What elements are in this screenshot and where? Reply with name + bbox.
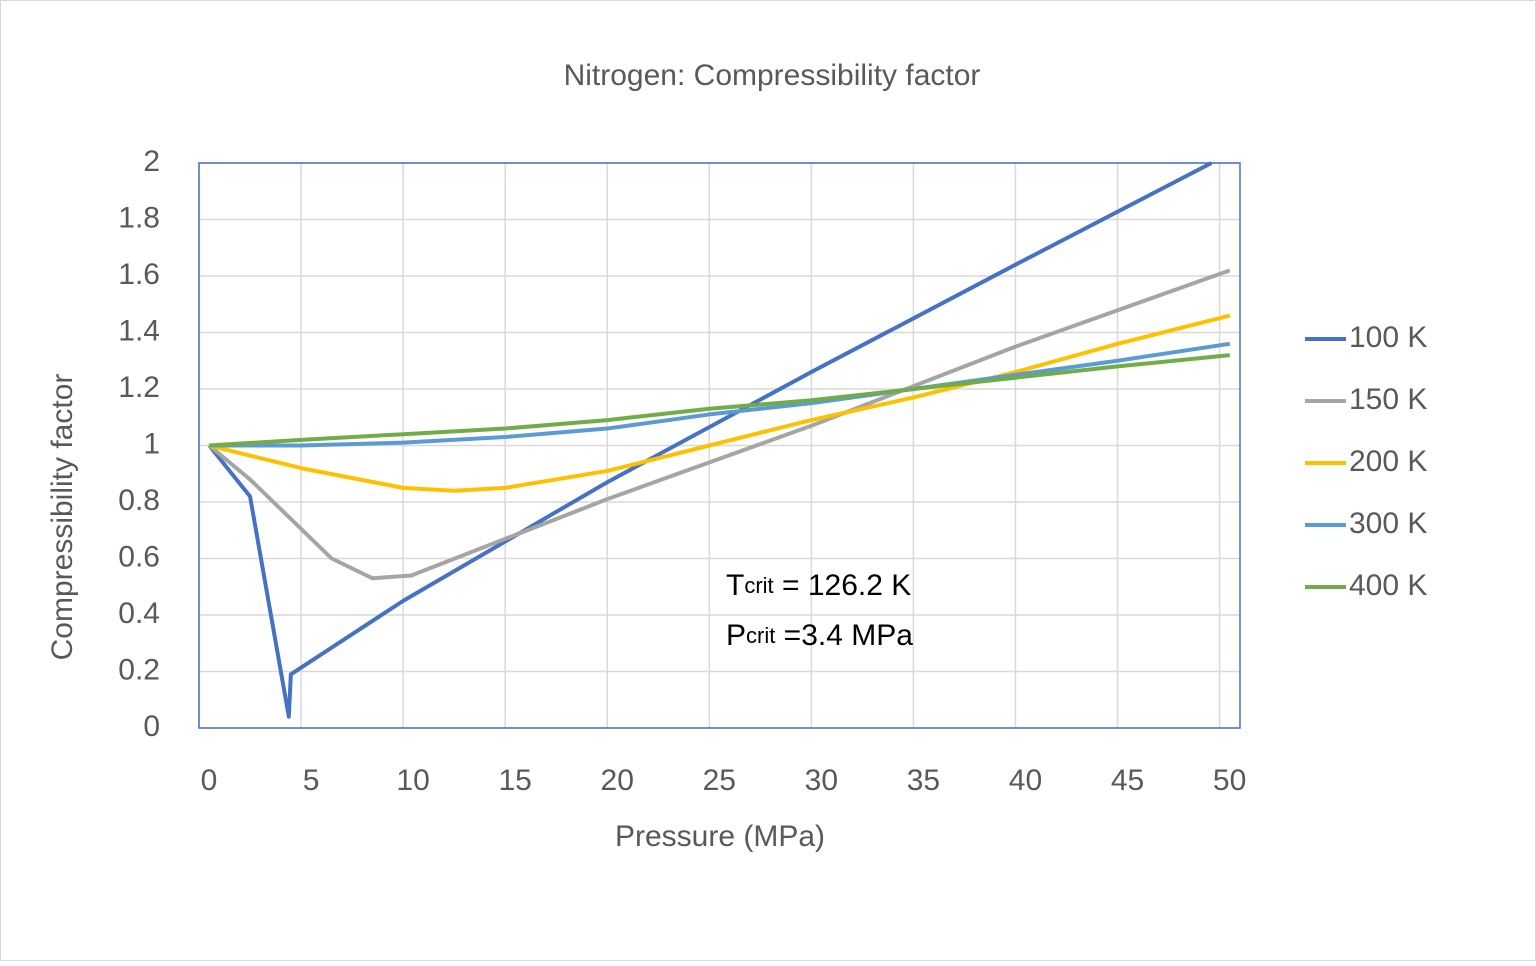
x-tick-label: 50 [1213,764,1246,797]
series-line [208,313,1231,493]
legend-label: 400 K [1349,569,1427,602]
series-line [209,353,1230,448]
annotations: Tcrit = 126.2 K Pcrit =3.4 MPa [726,569,913,652]
annotation-part: T [726,569,744,602]
x-tick-label: 20 [601,764,634,797]
y-tick-label: 2 [143,145,160,178]
x-axis-label: Pressure (MPa) [615,820,825,853]
chart-title: Nitrogen: Compressibility factor [564,59,981,92]
legend-label: 200 K [1349,445,1427,478]
annotation-part: =3.4 MPa [775,619,913,652]
x-tick-label: 35 [907,764,940,797]
x-tick-label: 45 [1111,764,1144,797]
y-axis-label: Compressibility factor [46,374,79,661]
legend-label: 100 K [1349,321,1427,354]
annotation-part: crit [746,623,775,648]
y-tick-label: 1 [143,427,160,460]
annotation-part: P [726,619,746,652]
y-tick-label: 1.8 [118,201,160,234]
y-tick-label: 1.4 [118,314,160,347]
annotation: Pcrit =3.4 MPa [726,619,913,652]
legend-label: 150 K [1349,383,1427,416]
legend-label: 300 K [1349,507,1427,540]
x-tick-label: 15 [498,764,531,797]
plot [207,161,1231,719]
x-tick-label: 30 [805,764,838,797]
y-tick-label: 0.8 [118,484,160,517]
y-tick-label: 0.6 [118,540,160,573]
series-line [209,341,1231,448]
y-tick-label: 0.4 [118,597,160,630]
grid: 00.20.40.60.811.21.41.61.820 5 10 15 20 25 30 3… [118,145,1246,797]
y-tick-label: 0.2 [118,653,160,686]
x-tick-label: 10 [396,764,429,797]
series-line [207,268,1231,581]
x-tick-label: 0 [201,764,218,797]
y-tick-label: 1.2 [118,371,160,404]
annotation-part: = 126.2 K [774,569,912,602]
x-tick-label: 5 [303,764,320,797]
y-tick-label: 1.6 [118,258,160,291]
plot-border [198,162,1241,729]
annotation: Tcrit = 126.2 K [726,569,911,602]
annotation-part: crit [744,573,773,598]
legend: 100 K 150 K 200 K 300 K 400 K [1305,321,1427,602]
x-tick-label: 40 [1009,764,1042,797]
x-tick-label: 25 [703,764,736,797]
series-line [207,161,1213,719]
y-tick-label: 0 [143,710,160,743]
